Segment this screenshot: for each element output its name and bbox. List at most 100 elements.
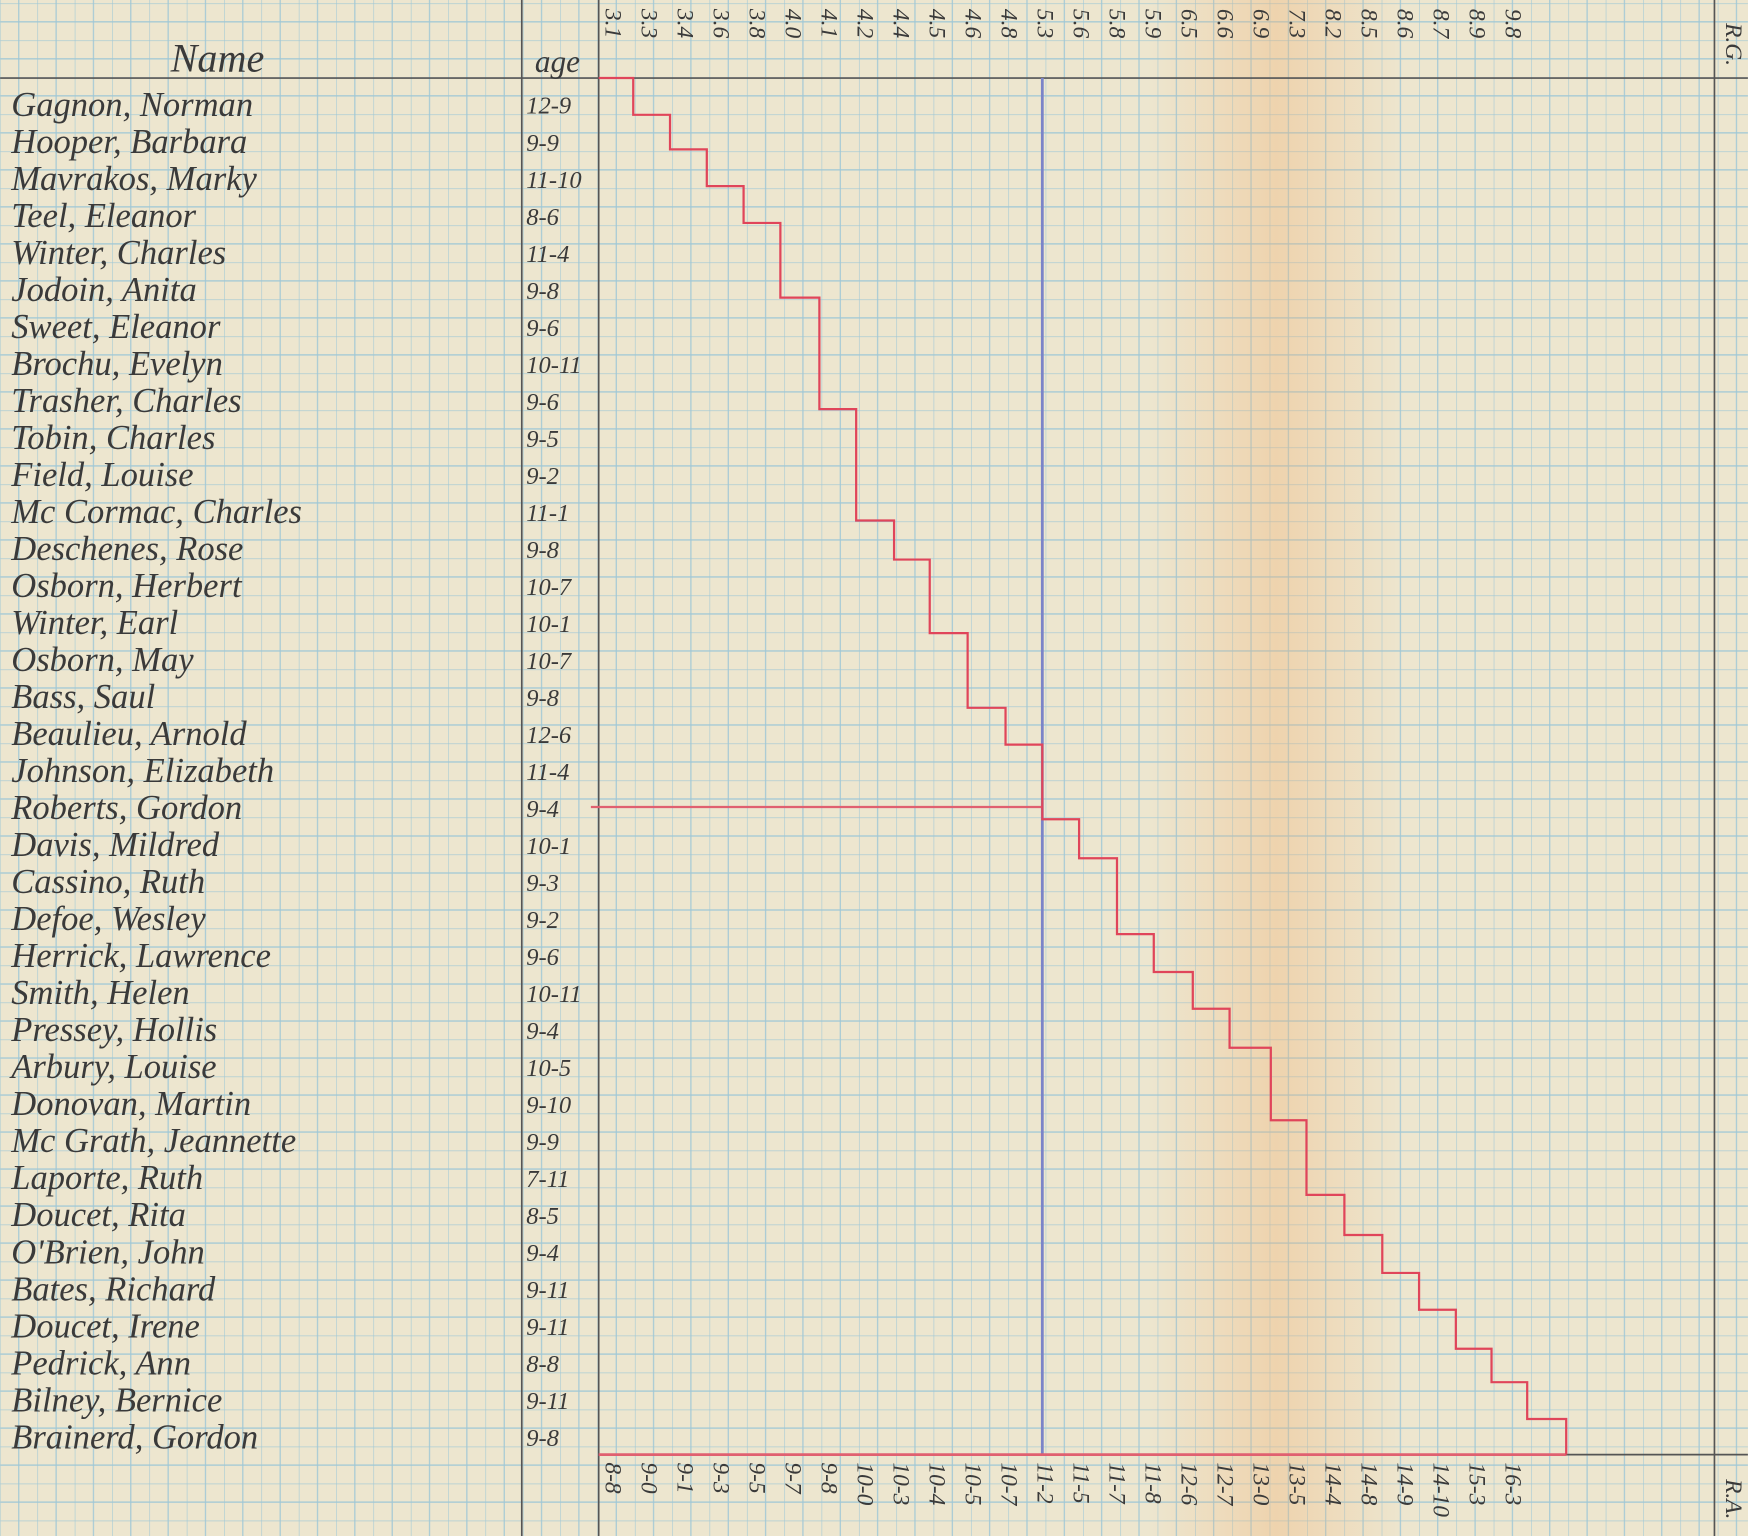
age-scale-label: 14-9 — [1392, 1462, 1418, 1505]
pupil-age: 10-11 — [526, 352, 581, 379]
pupil-age: 9-9 — [526, 1129, 559, 1156]
pupil-age: 10-7 — [526, 574, 573, 601]
grade-scale-label: 3.3 — [636, 8, 662, 38]
pupil-age: 9-4 — [526, 1018, 559, 1045]
pupil-name: Cassino, Ruth — [11, 863, 205, 901]
pupil-name: Pressey, Hollis — [10, 1011, 217, 1049]
grade-scale-label: 8.7 — [1428, 9, 1454, 40]
pupil-name: Pedrick, Ann — [10, 1344, 191, 1382]
pupil-age: 9-8 — [526, 1425, 559, 1452]
name-header: Name — [170, 36, 265, 81]
age-scale-label: 11-2 — [1032, 1462, 1058, 1503]
pupil-name: Deschenes, Rose — [10, 530, 243, 568]
age-scale-label: 9-7 — [780, 1462, 806, 1494]
pupil-name: Sweet, Eleanor — [11, 308, 221, 346]
grade-scale-label: 3.6 — [708, 8, 734, 39]
pupil-name: Laporte, Ruth — [10, 1159, 203, 1197]
age-scale-label: 9-0 — [636, 1462, 662, 1493]
pupil-name: Defoe, Wesley — [10, 900, 206, 938]
age-scale-label: 11-5 — [1068, 1462, 1094, 1503]
pupil-age: 10-11 — [526, 981, 581, 1008]
pupil-age: 11-4 — [526, 759, 569, 786]
grade-scale-label: 8.9 — [1464, 9, 1490, 39]
pupil-name: Bass, Saul — [11, 678, 155, 716]
pupil-age: 10-5 — [526, 1055, 571, 1082]
pupil-age: 12-9 — [526, 93, 571, 120]
pupil-name: Mavrakos, Marky — [10, 160, 257, 198]
grade-scale-label: 8.5 — [1356, 9, 1382, 38]
pupil-name: Osborn, Herbert — [11, 567, 243, 605]
pupil-name: Smith, Helen — [11, 974, 189, 1012]
pupil-age: 11-1 — [526, 500, 569, 527]
grade-scale-label: 4.4 — [888, 9, 914, 39]
pupil-age: 9-11 — [526, 1388, 569, 1415]
pupil-age: 9-5 — [526, 426, 559, 453]
grade-label: R.G. — [1720, 22, 1746, 66]
age-scale-label: 13-0 — [1248, 1462, 1274, 1505]
pupil-name: Mc Cormac, Charles — [10, 493, 302, 531]
pupil-age: 9-11 — [526, 1277, 569, 1304]
age-label: R.A. — [1720, 1478, 1746, 1519]
age-scale-label: 14-10 — [1428, 1462, 1454, 1517]
grade-scale-label: 8.6 — [1392, 9, 1418, 39]
age-scale-label: 13-5 — [1284, 1462, 1310, 1505]
grade-scale-label: 6.5 — [1176, 9, 1202, 38]
pupil-age: 9-10 — [526, 1092, 571, 1119]
pupil-name: Mc Grath, Jeannette — [10, 1122, 296, 1160]
grade-scale-label: 4.6 — [960, 9, 986, 39]
pupil-name: Johnson, Elizabeth — [11, 752, 274, 790]
age-scale-label: 10-4 — [924, 1462, 950, 1505]
pupil-name: Winter, Earl — [11, 604, 178, 642]
pupil-age: 9-8 — [526, 537, 559, 564]
age-scale-label: 11-7 — [1104, 1462, 1130, 1504]
age-scale-label: 9-3 — [708, 1462, 734, 1493]
age-scale-label: 10-5 — [960, 1462, 986, 1505]
pupil-name: Osborn, May — [11, 641, 194, 679]
grade-scale-label: 3.4 — [672, 8, 698, 39]
pupil-age: 9-8 — [526, 685, 559, 712]
age-scale-label: 12-6 — [1176, 1462, 1202, 1505]
pupil-age: 9-2 — [526, 463, 559, 490]
age-scale-label: 9-5 — [744, 1462, 770, 1493]
age-scale-label: 15-3 — [1464, 1462, 1490, 1505]
grade-scale-label: 4.8 — [996, 9, 1022, 39]
pupil-name: Doucet, Irene — [10, 1307, 200, 1345]
pupil-name: Bilney, Bernice — [11, 1381, 222, 1419]
pupil-age: 10-7 — [526, 648, 573, 675]
pupil-name: Winter, Charles — [11, 234, 226, 272]
pupil-age: 9-8 — [526, 278, 559, 305]
pupil-name: Davis, Mildred — [10, 826, 220, 864]
pupil-name: Field, Louise — [10, 456, 193, 494]
grade-scale-label: 4.1 — [816, 9, 842, 38]
pupil-name: Tobin, Charles — [11, 419, 215, 457]
pupil-age: 9-2 — [526, 907, 559, 934]
pupil-name: Hooper, Barbara — [10, 123, 247, 161]
grade-scale-label: 8.2 — [1320, 9, 1346, 39]
pupil-age: 9-11 — [526, 1314, 569, 1341]
grade-scale-label: 4.5 — [924, 9, 950, 38]
grade-scale-label: 5.8 — [1104, 9, 1130, 39]
age-scale-label: 10-0 — [852, 1462, 878, 1505]
pupil-name: O'Brien, John — [11, 1233, 205, 1271]
pupil-name: Donovan, Martin — [10, 1085, 251, 1123]
grade-scale-label: 5.9 — [1140, 9, 1166, 39]
pupil-name: Teel, Eleanor — [11, 197, 196, 235]
pupil-age: 10-1 — [526, 833, 571, 860]
pupil-age: 9-6 — [526, 389, 559, 416]
pupil-age: 7-11 — [526, 1166, 569, 1193]
grade-scale-label: 6.9 — [1248, 9, 1274, 39]
age-scale-label: 11-8 — [1140, 1462, 1166, 1503]
age-scale-label: 9-1 — [672, 1462, 698, 1493]
grade-scale-label: 4.2 — [852, 9, 878, 39]
pupil-name: Doucet, Rita — [10, 1196, 186, 1234]
grade-scale-label: 5.6 — [1068, 9, 1094, 39]
pupil-age: 9-9 — [526, 130, 559, 157]
pupil-name: Jodoin, Anita — [11, 271, 197, 309]
pupil-age: 9-4 — [526, 796, 559, 823]
pupil-name: Gagnon, Norman — [11, 86, 253, 124]
pupil-age: 8-5 — [526, 1203, 559, 1230]
pupil-name: Herrick, Lawrence — [10, 937, 271, 975]
pupil-age: 12-6 — [526, 722, 572, 749]
age-scale-label: 8-8 — [600, 1462, 626, 1493]
pupil-age: 9-4 — [526, 1240, 559, 1267]
